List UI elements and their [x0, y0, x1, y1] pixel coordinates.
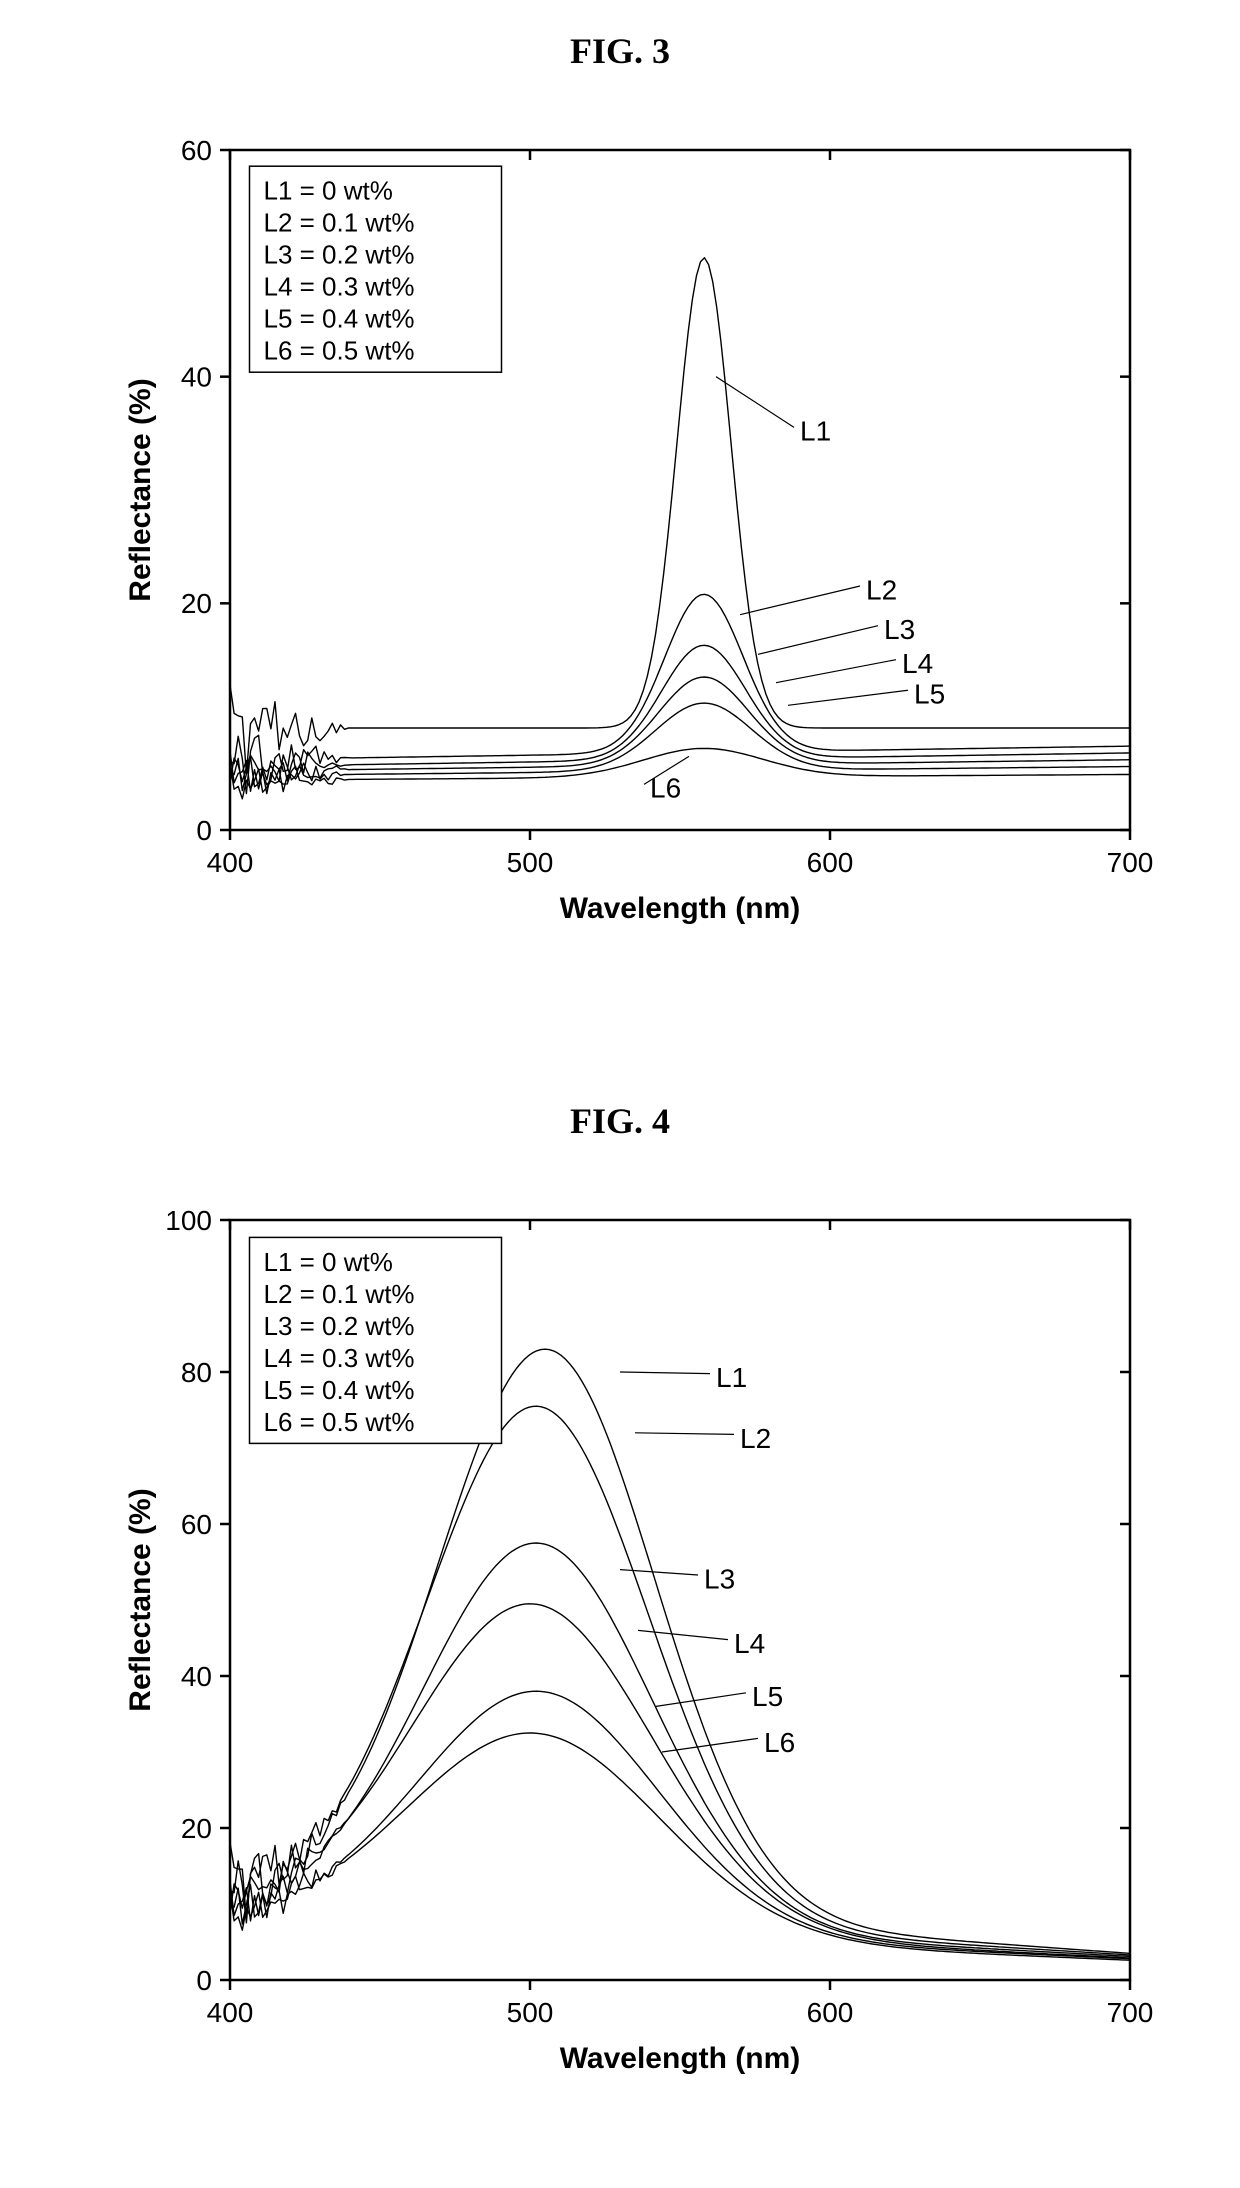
series-callout-L6: L6	[764, 1727, 795, 1758]
y-tick-label: 80	[181, 1357, 212, 1388]
figure-3-title: FIG. 3	[0, 30, 1240, 72]
chart-svg: 400 500 600 700 0 20 40 60 Wavelength (nm) Reflec…	[70, 110, 1170, 970]
y-tick-label: 40	[181, 1661, 212, 1692]
series-callout-L6: L6	[650, 773, 681, 804]
x-tick-label: 600	[807, 1997, 854, 2028]
series-line-L6	[230, 1733, 1130, 1960]
legend-item: L2 = 0.1 wt%	[264, 208, 415, 238]
y-tick-label: 60	[181, 1509, 212, 1540]
y-tick-label: 0	[196, 815, 212, 846]
figure-3-chart: 400 500 600 700 0 20 40 60 Wavelength (nm) Reflec…	[70, 110, 1170, 970]
series-callout-L1: L1	[800, 416, 831, 447]
series-callout-L5: L5	[752, 1681, 783, 1712]
series-callout-L2: L2	[866, 574, 897, 605]
x-tick-label: 700	[1107, 847, 1154, 878]
y-tick-label: 20	[181, 1813, 212, 1844]
x-tick-label: 500	[507, 1997, 554, 2028]
series-line-L3	[230, 645, 1130, 793]
y-tick-label: 40	[181, 361, 212, 392]
series-callout-L3: L3	[704, 1563, 735, 1594]
series-line-L4	[230, 1604, 1130, 1958]
legend-item: L2 = 0.1 wt%	[264, 1279, 415, 1309]
y-tick-label: 20	[181, 588, 212, 619]
y-tick-label: 60	[181, 135, 212, 166]
y-tick-label: 100	[165, 1205, 212, 1236]
x-axis-label: Wavelength (nm)	[560, 2042, 801, 2075]
x-tick-label: 700	[1107, 1997, 1154, 2028]
series-callout-L1: L1	[716, 1362, 747, 1393]
series-line-L5	[230, 1691, 1130, 1959]
legend-item: L5 = 0.4 wt%	[264, 304, 415, 334]
series-line-L2	[230, 594, 1130, 793]
series-callout-L5: L5	[914, 679, 945, 710]
legend-item: L6 = 0.5 wt%	[264, 336, 415, 366]
legend-item: L6 = 0.5 wt%	[264, 1407, 415, 1437]
series-callout-L2: L2	[740, 1423, 771, 1454]
y-axis-label: Reflectance (%)	[124, 1488, 157, 1711]
page: FIG. 3 4005006007000204060Wavelength (nm…	[0, 0, 1240, 2188]
chart-svg: 400 500 600 700 0 20 40 60 80 100 Wavelength (nm) R…	[70, 1180, 1170, 2120]
series-line-L4	[230, 677, 1130, 783]
legend-item: L3 = 0.2 wt%	[264, 1311, 415, 1341]
series-callout-L3: L3	[884, 614, 915, 645]
x-tick-label: 400	[207, 847, 254, 878]
legend-item: L4 = 0.3 wt%	[264, 272, 415, 302]
legend-item: L3 = 0.2 wt%	[264, 240, 415, 270]
legend-item: L4 = 0.3 wt%	[264, 1343, 415, 1373]
figure-4-chart: 400 500 600 700 0 20 40 60 80 100 Wavelength (nm) R…	[70, 1180, 1170, 2120]
figure-4-title: FIG. 4	[0, 1100, 1240, 1142]
y-axis-label: Reflectance (%)	[124, 378, 157, 601]
series-callout-L4: L4	[734, 1628, 765, 1659]
legend-item: L1 = 0 wt%	[264, 1247, 393, 1277]
y-tick-label: 0	[196, 1965, 212, 1996]
x-tick-label: 400	[207, 1997, 254, 2028]
legend-item: L5 = 0.4 wt%	[264, 1375, 415, 1405]
x-tick-label: 600	[807, 847, 854, 878]
series-line-L2	[230, 1406, 1130, 1955]
legend-item: L1 = 0 wt%	[264, 176, 393, 206]
series-callout-L4: L4	[902, 648, 933, 679]
x-axis-label: Wavelength (nm)	[560, 892, 801, 925]
x-tick-label: 500	[507, 847, 554, 878]
